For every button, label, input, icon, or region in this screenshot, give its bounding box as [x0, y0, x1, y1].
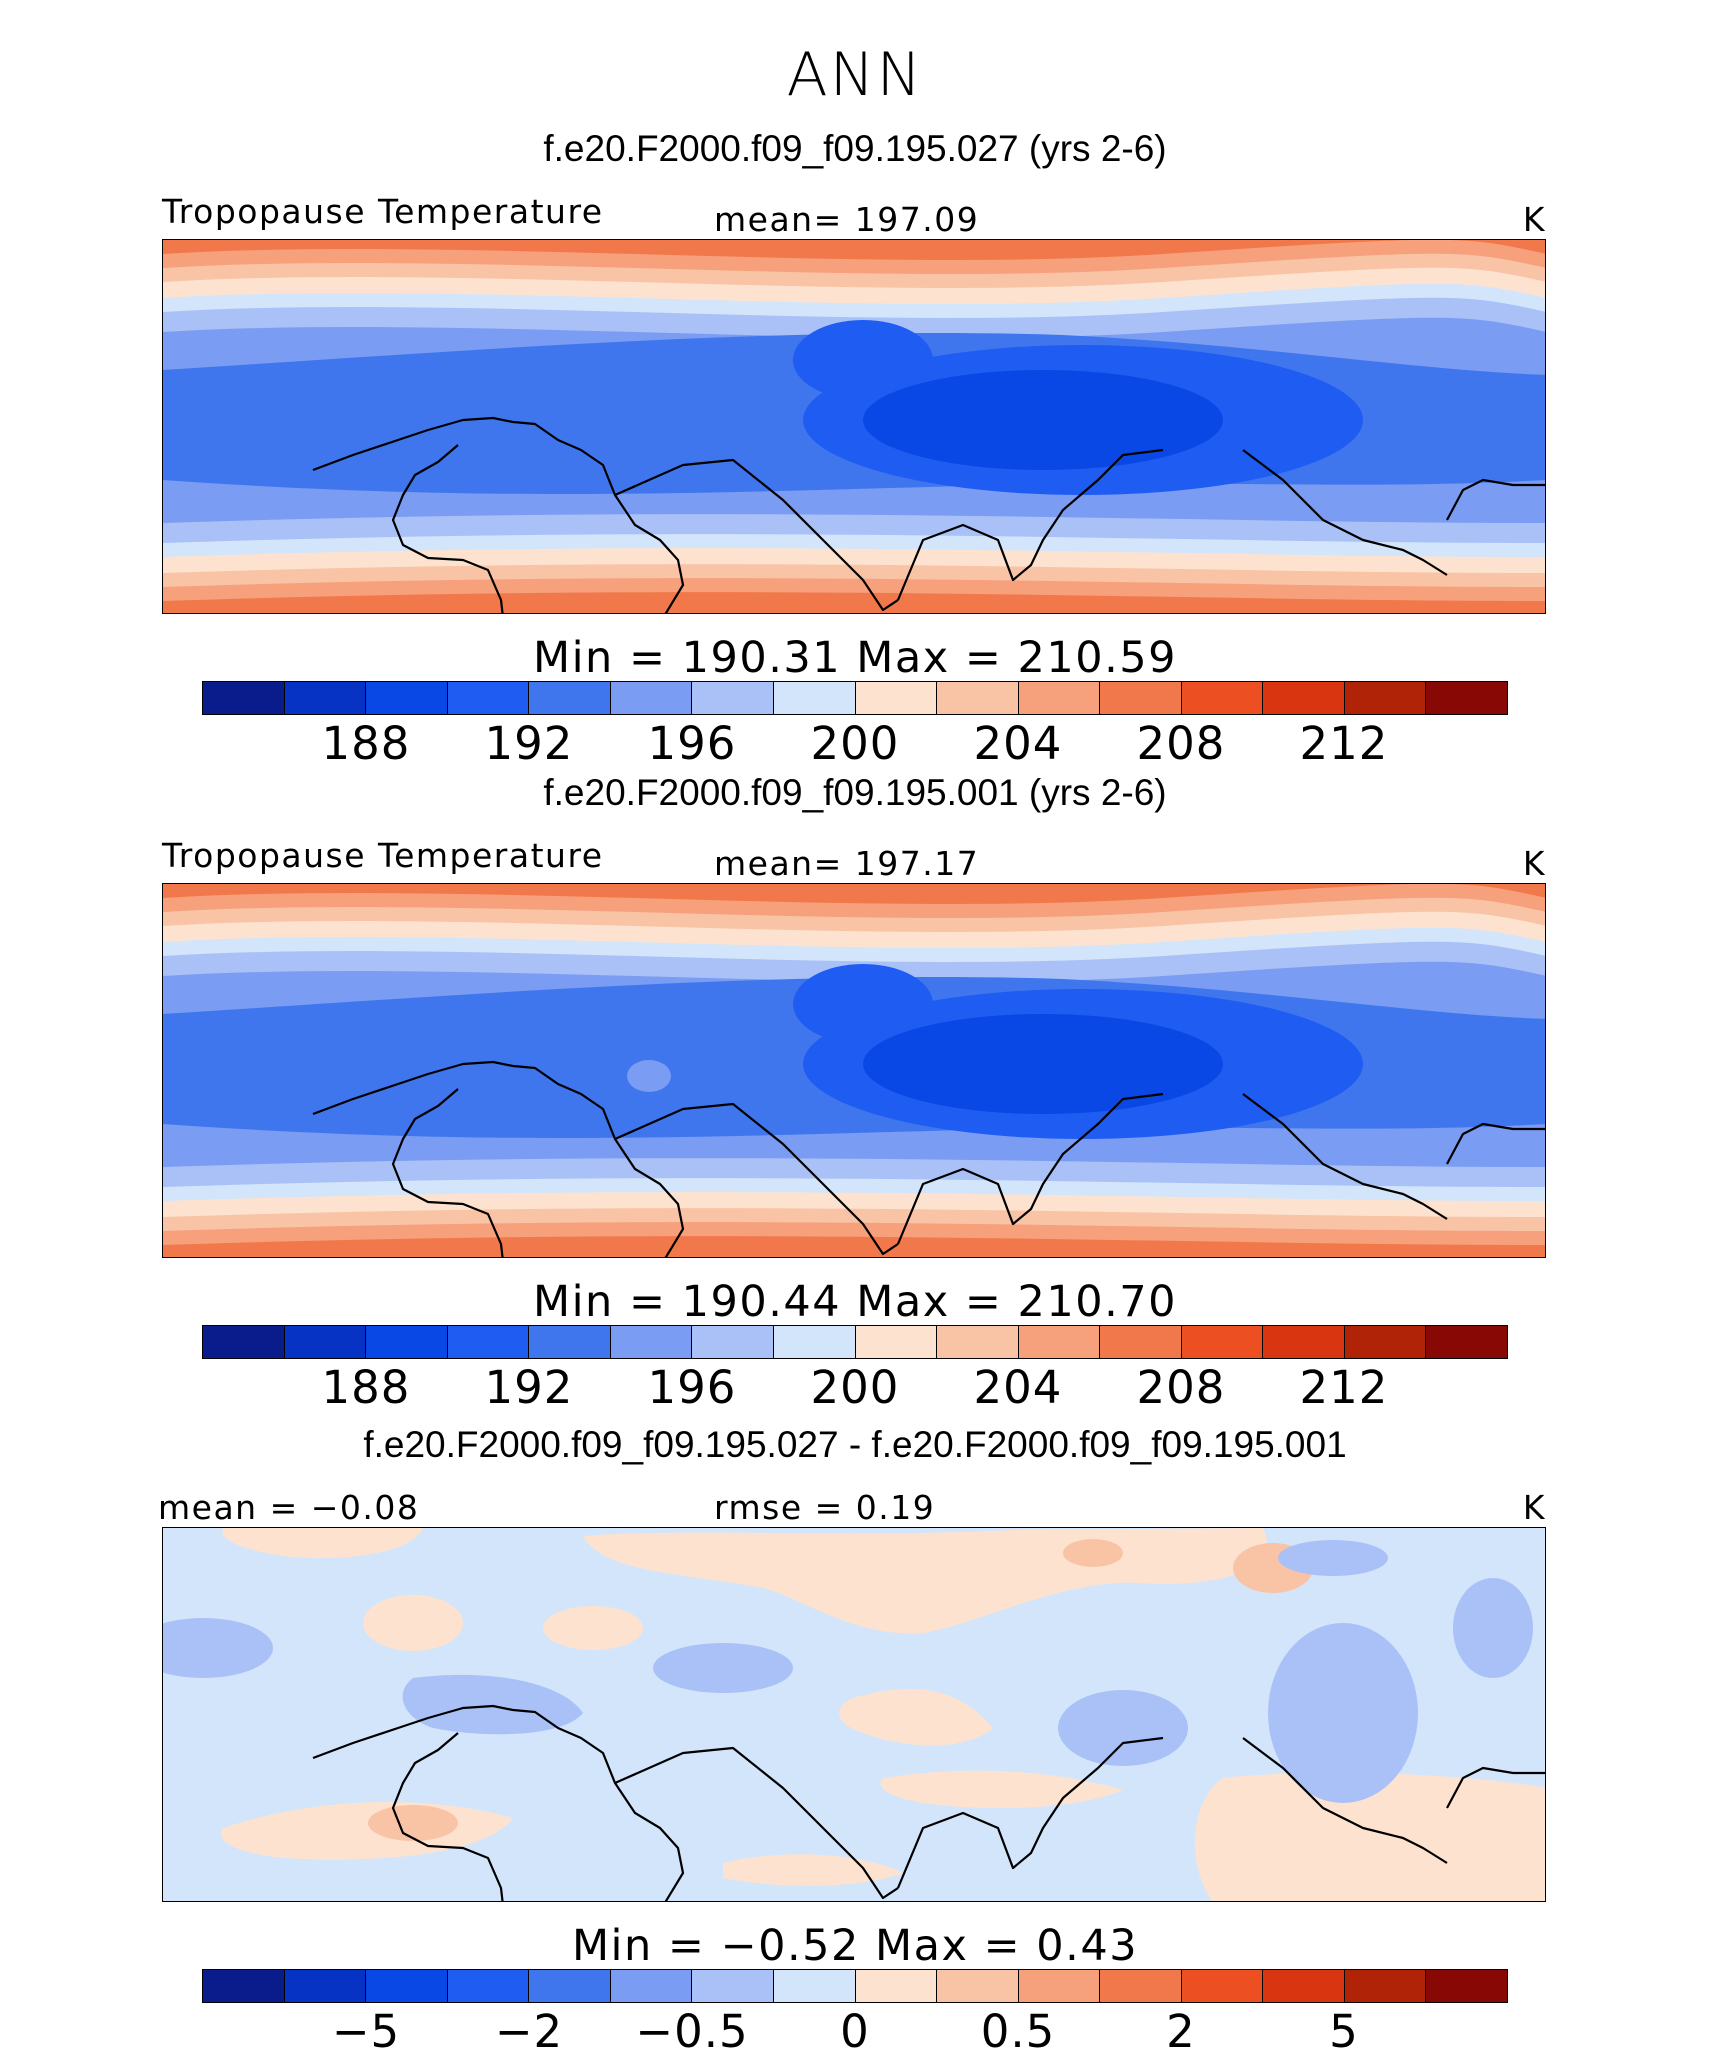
colorbar-swatch: [1018, 682, 1101, 714]
colorbar-tick-label: 212: [1299, 717, 1389, 770]
colorbar-tick-label: 212: [1299, 1361, 1389, 1414]
colorbar-swatch: [447, 1326, 530, 1358]
colorbar-swatch: [1100, 1970, 1182, 2002]
case-title-2: f.e20.F2000.f09_f09.195.001 (yrs 2-6): [543, 772, 1167, 813]
panel-3-colorbar: [202, 1969, 1508, 2003]
colorbar-swatch: [529, 682, 611, 714]
colorbar-swatch: [937, 682, 1019, 714]
colorbar-swatch: [773, 682, 856, 714]
colorbar-swatch: [529, 1970, 611, 2002]
colorbar-swatch: [1100, 1326, 1182, 1358]
panel-2-unit-label: K: [1522, 844, 1546, 883]
colorbar-tick-label: 188: [321, 717, 411, 770]
panel-2-mean-label: mean= 197.17: [714, 844, 980, 883]
panel-2-minmax: Min = 190.44 Max = 210.70: [532, 1277, 1177, 1327]
colorbar-swatch: [1426, 682, 1507, 714]
panel-2-contour-field: [163, 884, 1545, 1257]
colorbar-tick-label: 188: [321, 1361, 411, 1414]
case-title-1: f.e20.F2000.f09_f09.195.027 (yrs 2-6): [543, 128, 1167, 169]
colorbar-swatch: [610, 682, 693, 714]
panel-1-unit-label: K: [1522, 200, 1546, 239]
colorbar-swatch: [1100, 682, 1182, 714]
colorbar-tick-label: 196: [647, 717, 737, 770]
colorbar-swatch: [1018, 1970, 1101, 2002]
panel-1-contour-field: [163, 240, 1545, 613]
colorbar-tick-label: 196: [647, 1361, 737, 1414]
colorbar-swatch: [1344, 682, 1427, 714]
page-title: ANN: [786, 40, 924, 110]
colorbar-swatch: [1181, 682, 1264, 714]
colorbar-swatch: [203, 1326, 285, 1358]
colorbar-swatch: [692, 682, 774, 714]
colorbar-tick-label: 204: [973, 717, 1063, 770]
colorbar-tick-label: 5: [1329, 2005, 1359, 2058]
colorbar-swatch: [529, 1326, 611, 1358]
panel-1-minmax: Min = 190.31 Max = 210.59: [532, 633, 1177, 683]
colorbar-swatch: [203, 682, 285, 714]
colorbar-tick-label: 192: [484, 717, 574, 770]
colorbar-swatch: [1426, 1326, 1507, 1358]
panel-1-colorbar: [202, 681, 1508, 715]
colorbar-tick-label: 0.5: [980, 2005, 1056, 2058]
colorbar-swatch: [773, 1326, 856, 1358]
panel-3-rmse-label: rmse = 0.19: [714, 1488, 936, 1527]
colorbar-swatch: [284, 682, 367, 714]
case-title-3: f.e20.F2000.f09_f09.195.027 - f.e20.F200…: [363, 1424, 1347, 1465]
colorbar-swatch: [1263, 682, 1345, 714]
colorbar-swatch: [1344, 1326, 1427, 1358]
panel-3-map: [162, 1527, 1546, 1902]
panel-2-map: [162, 883, 1546, 1258]
colorbar-tick-label: 208: [1136, 1361, 1226, 1414]
colorbar-swatch: [1181, 1970, 1264, 2002]
colorbar-swatch: [447, 682, 530, 714]
colorbar-swatch: [692, 1326, 774, 1358]
panel-3-minmax: Min = −0.52 Max = 0.43: [571, 1921, 1139, 1971]
panel-1-mean-label: mean= 197.09: [714, 200, 980, 239]
colorbar-swatch: [1344, 1970, 1427, 2002]
colorbar-tick-label: −0.5: [635, 2005, 749, 2058]
colorbar-tick-label: 208: [1136, 717, 1226, 770]
colorbar-swatch: [284, 1326, 367, 1358]
panel-2-field-label: Tropopause Temperature: [162, 836, 604, 875]
colorbar-swatch: [1018, 1326, 1101, 1358]
colorbar-tick-label: 0: [840, 2005, 870, 2058]
colorbar-swatch: [855, 682, 938, 714]
panel-1-map: [162, 239, 1546, 614]
panel-3-mean-label: mean = −0.08: [158, 1488, 420, 1527]
colorbar-tick-label: 192: [484, 1361, 574, 1414]
colorbar-swatch: [447, 1970, 530, 2002]
panel-1-field-label: Tropopause Temperature: [162, 192, 604, 231]
colorbar-swatch: [610, 1326, 693, 1358]
panel-2-colorbar: [202, 1325, 1508, 1359]
colorbar-swatch: [366, 682, 448, 714]
colorbar-tick-label: −5: [331, 2005, 401, 2058]
colorbar-swatch: [203, 1970, 285, 2002]
colorbar-swatch: [610, 1970, 693, 2002]
colorbar-tick-label: 204: [973, 1361, 1063, 1414]
colorbar-swatch: [937, 1970, 1019, 2002]
colorbar-tick-label: −2: [494, 2005, 564, 2058]
colorbar-swatch: [855, 1970, 938, 2002]
colorbar-swatch: [1263, 1326, 1345, 1358]
colorbar-swatch: [1263, 1970, 1345, 2002]
panel-3-unit-label: K: [1522, 1488, 1546, 1527]
colorbar-swatch: [1426, 1970, 1507, 2002]
colorbar-swatch: [284, 1970, 367, 2002]
colorbar-swatch: [692, 1970, 774, 2002]
colorbar-swatch: [773, 1970, 856, 2002]
colorbar-swatch: [366, 1970, 448, 2002]
colorbar-tick-label: 200: [810, 717, 900, 770]
colorbar-swatch: [855, 1326, 938, 1358]
colorbar-swatch: [937, 1326, 1019, 1358]
colorbar-tick-label: 200: [810, 1361, 900, 1414]
colorbar-tick-label: 2: [1166, 2005, 1196, 2058]
colorbar-swatch: [1181, 1326, 1264, 1358]
panel-3-contour-field: [163, 1528, 1545, 1901]
colorbar-swatch: [366, 1326, 448, 1358]
